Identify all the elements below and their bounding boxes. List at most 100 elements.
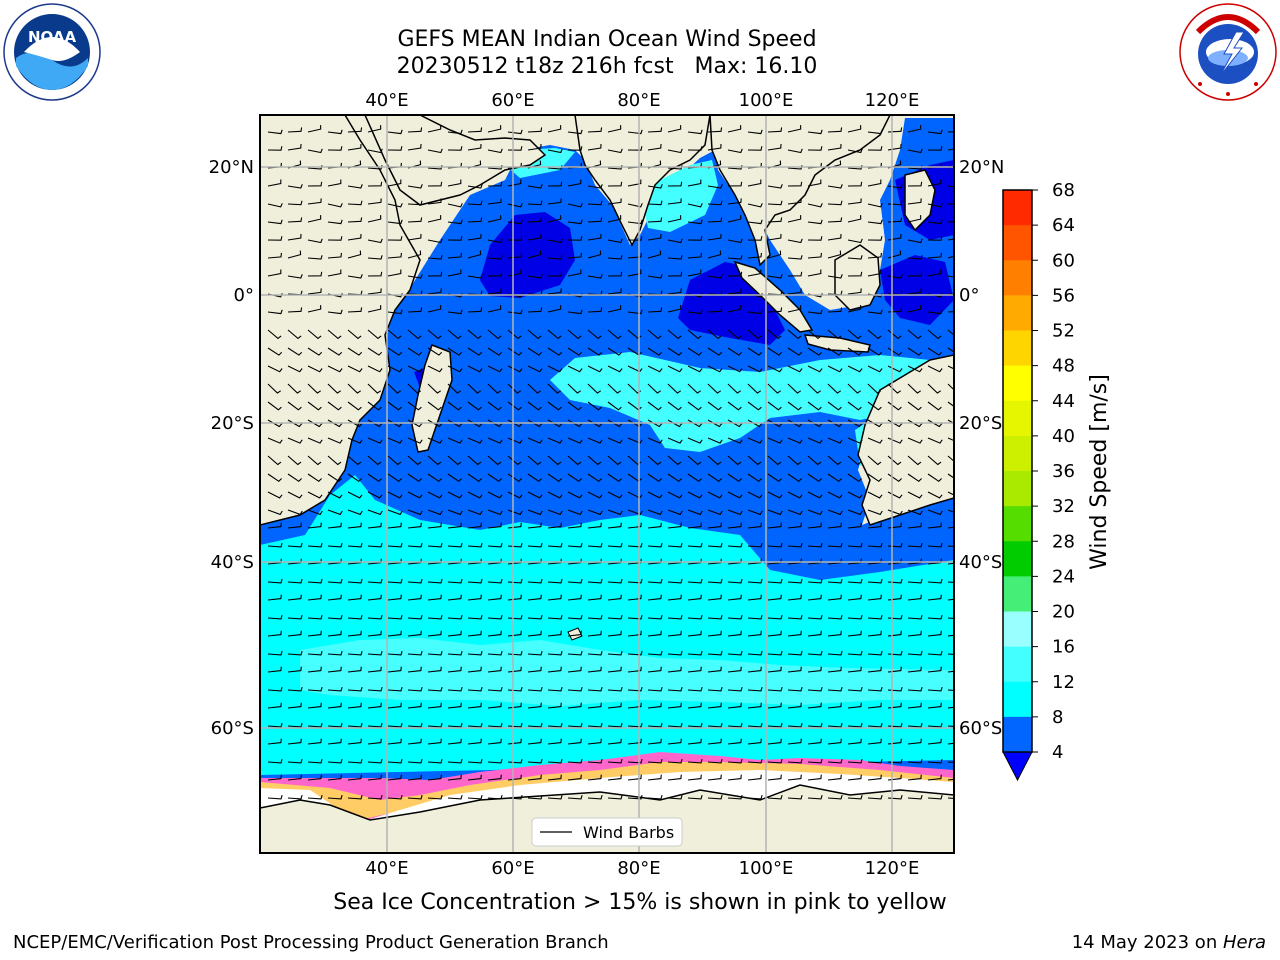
wind-barb [407,365,423,373]
wind-barb [567,650,583,656]
wind-barb [707,491,723,499]
wind-barb [687,401,702,411]
wind-barb [707,522,722,529]
wind-barb [467,774,482,781]
wind-barb [307,271,323,277]
wind-barb [287,491,303,499]
wind-barb [427,181,443,187]
wind-barb [867,509,883,516]
wind-barb [267,347,283,356]
wind-barb [827,274,843,279]
colorbar-tick-label: 60 [1052,250,1075,271]
wind-barb [387,203,403,208]
wind-barb [447,419,463,428]
madagascar [411,344,453,453]
wind-barb [827,614,843,620]
wind-barb [467,594,482,601]
wind-barb [587,200,603,206]
wind-barb [487,125,502,133]
wind-barb [427,455,442,466]
wind-barb [807,252,822,259]
wind-barb [647,774,662,781]
wind-barb [267,365,283,373]
wind-barb [927,522,942,529]
wind-barb [747,738,762,745]
wind-barb [687,594,702,601]
wind-barb [627,722,643,728]
wind-barb [687,794,703,800]
wind-barb [527,650,543,656]
colorbar-bin [1003,365,1032,402]
wind-barb [707,794,723,800]
wind-barb [807,203,823,208]
wind-barb [767,401,782,411]
lon-label: 100°E [739,90,794,111]
lat-labels-left: 20°N 0° 20°S 40°S 60°S [209,157,254,739]
wind-barb [867,650,883,656]
sumatra [733,260,814,333]
wind-barb [527,509,543,516]
wind-barb [267,473,282,483]
wind-barb [567,630,582,637]
wind-barb [567,309,583,315]
wind-barb [787,738,802,745]
wind-barb [367,686,383,692]
wind-barb [767,702,782,709]
wind-barb [487,614,503,620]
wind-barb [947,311,954,313]
wind-barb [527,401,542,411]
wind-barb [847,758,863,764]
wind-barb [327,774,342,781]
wind-barb [747,794,763,800]
wind-barb [687,329,702,340]
wind-barb [647,614,663,620]
indochina [709,115,891,267]
wind-barb [727,509,743,516]
wind-barb [347,365,363,373]
wind-barb [707,200,723,206]
wind-barb [587,274,603,279]
wind-barb [367,650,383,656]
wind-barb [527,614,543,620]
wind-barb [327,578,343,584]
wind-barb [807,509,823,516]
wind-barb [447,630,462,637]
wind-barb [687,758,703,764]
wind-barb [287,200,303,206]
wind-barb [427,578,443,584]
wind-barb [847,522,862,529]
wind-barb [407,184,423,189]
wind-barb [747,774,762,781]
noaa-logo-text: NOAA [28,28,77,46]
wind-barb [347,686,363,692]
colorbar-tick-label: 56 [1052,285,1075,306]
wind-barb [527,491,543,499]
wind-barb [947,347,954,353]
wind-barb [907,630,922,637]
wind-barb [667,419,683,428]
lon-label: 100°E [739,858,794,879]
wind-barb [787,198,802,205]
wind-barb [907,181,923,187]
wind-barb [667,774,682,781]
wind-barb [907,491,923,499]
wind-barb [307,437,323,444]
wind-barb [707,143,722,151]
wind-barb [467,184,483,189]
wind-barb [847,238,863,244]
wind-barb [807,774,822,781]
wind-barb [867,578,883,584]
wind-barb [627,252,642,259]
wind-barb [427,686,443,692]
wind-barb [607,542,623,548]
wind-barb [867,473,882,483]
wind-barb [407,758,423,764]
wind-barb [427,666,442,673]
wind-barb [927,491,943,499]
wind-barb [867,542,883,548]
wind-barb [427,419,443,428]
wind-barb [707,666,722,673]
wind-barb [307,215,322,223]
wind-barb [487,722,503,728]
wind-barb [687,129,703,135]
